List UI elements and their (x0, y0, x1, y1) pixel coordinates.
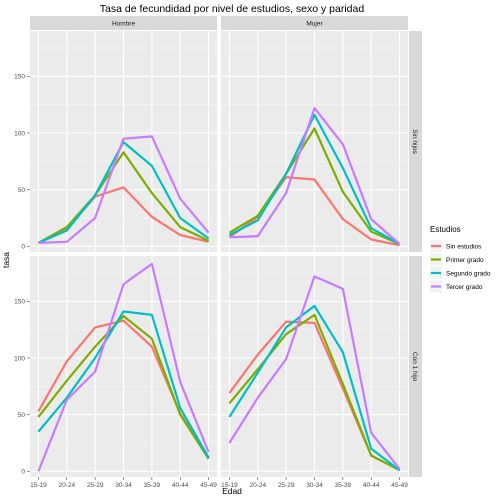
series-line-segundo-grado (228, 113, 401, 246)
panels-layer: Hombre Mujer Sin hijos Con 1 hijo 0 50 100 150 0… (14, 16, 422, 489)
legend-label-segundo-grado: Segundo grado (446, 270, 491, 277)
x-tick-label: 40-44 (172, 482, 189, 489)
panel-mujer-con-1-hijo (221, 256, 408, 477)
panel-mujer-sin-hijos (221, 31, 408, 252)
strip-mujer (221, 16, 408, 30)
y-tick-label: 150 (14, 299, 25, 306)
series-line-primer-grado (228, 127, 401, 246)
x-axis-title: Edad (222, 486, 242, 496)
y-tick-label: 0 (21, 469, 25, 476)
legend: Estudios Sin estudios Primer grado Segundo… (430, 225, 491, 293)
strip-label-sin-hijos: Sin hijos (411, 129, 418, 154)
y-tick-label: 100 (14, 130, 25, 137)
legend-label-tercer-grado: Tercer grado (446, 284, 483, 291)
strip-hombre (30, 16, 217, 30)
x-tick-label: 30-34 (306, 482, 323, 489)
legend-label-sin-estudios: Sin estudios (446, 243, 482, 250)
strip-label-mujer: Mujer (306, 20, 323, 27)
y-axis-title: tasa (1, 252, 11, 268)
series-line-primer-grado (37, 151, 210, 244)
legend-label-primer-grado: Primer grado (446, 257, 484, 264)
x-tick-label: 30-34 (115, 482, 132, 489)
x-tick-label: 45-49 (200, 482, 217, 489)
panel-hombre-sin-hijos (30, 31, 217, 252)
strip-con-1-hijo (409, 256, 422, 477)
series-line-segundo-grado (37, 141, 210, 244)
y-tick-label: 50 (18, 412, 26, 419)
series-line-tercer-grado (228, 275, 401, 470)
series-line-primer-grado (37, 315, 210, 460)
x-tick-label: 40-44 (363, 482, 380, 489)
series-line-tercer-grado (37, 262, 210, 472)
x-tick-label: 20-24 (58, 482, 75, 489)
legend-item-segundo-grado: Segundo grado (430, 267, 491, 279)
series-line-tercer-grado (38, 135, 210, 244)
series-line-segundo-grado (228, 304, 401, 472)
y-tick-label: 50 (18, 187, 26, 194)
y-tick-label: 150 (14, 74, 25, 81)
y-tick-label: 100 (14, 355, 25, 362)
series-line-tercer-grado (229, 106, 401, 245)
x-tick-label: 35-39 (144, 482, 161, 489)
panel-hombre-con-1-hijo (30, 256, 217, 477)
strip-sin-hijos (409, 31, 422, 252)
y-tick-label: 0 (21, 244, 25, 251)
x-tick-label: 25-29 (278, 482, 295, 489)
x-tick-label: 20-24 (249, 482, 266, 489)
x-tick-label: 15-19 (221, 482, 238, 489)
strip-label-con-1-hijo: Con 1 hijo (411, 352, 418, 382)
x-tick-label: 45-49 (391, 482, 408, 489)
legend-title: Estudios (430, 225, 461, 234)
legend-item-primer-grado: Primer grado (430, 253, 484, 266)
x-tick-label: 15-19 (30, 482, 47, 489)
legend-item-sin-estudios: Sin estudios (430, 240, 482, 252)
x-tick-label: 35-39 (335, 482, 352, 489)
series-line-segundo-grado (37, 310, 210, 459)
chart-title: Tasa de fecundidad por nivel de estudios… (100, 3, 365, 15)
strip-label-hombre: Hombre (112, 20, 136, 27)
x-tick-label: 25-29 (87, 482, 104, 489)
legend-item-tercer-grado: Tercer grado (430, 280, 483, 293)
series-line-primer-grado (228, 313, 401, 472)
